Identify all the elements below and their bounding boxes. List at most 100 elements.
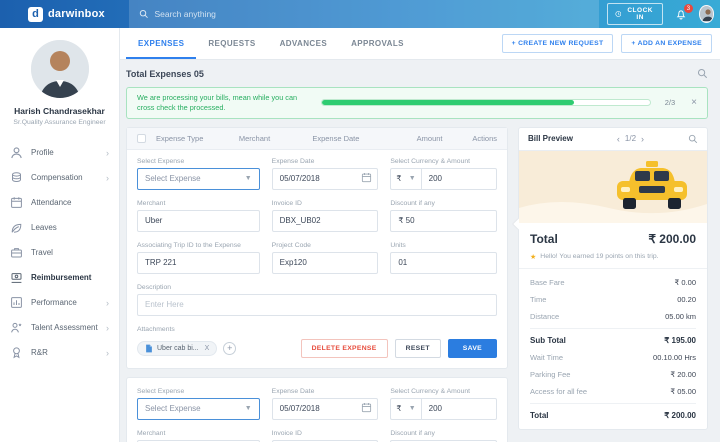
sidebar-item-compensation[interactable]: Compensation ›	[0, 165, 119, 190]
create-new-request-button[interactable]: + CREATE NEW REQUEST	[501, 34, 614, 53]
sidebar-menu: Profile › Compensation › Attendance Leaves…	[0, 140, 119, 365]
row-value: ₹ 0.00	[674, 277, 696, 287]
row-value: ₹ 20.00	[670, 369, 696, 379]
avatar-icon	[699, 6, 714, 22]
currency-select[interactable]: ₹ ▼	[390, 167, 421, 190]
discount-input[interactable]	[390, 209, 497, 232]
global-search[interactable]	[128, 0, 599, 28]
tab-approvals[interactable]: APPROVALS	[351, 39, 404, 48]
sidebar-item-reimbursement[interactable]: Reimbursement	[0, 265, 119, 290]
discount-input[interactable]	[390, 439, 497, 442]
row-label: Wait Time	[530, 352, 564, 362]
expense-date-input[interactable]	[271, 397, 379, 420]
attachments-field: Attachments	[137, 326, 497, 333]
trip-id-input[interactable]	[137, 251, 260, 274]
medal-icon	[13, 347, 20, 359]
delete-expense-button[interactable]: DELETE EXPENSE	[300, 338, 388, 358]
select-expense-dropdown[interactable]: Select Expense ▼	[137, 397, 260, 420]
user-avatar[interactable]	[698, 5, 715, 23]
reset-button[interactable]: RESET	[394, 338, 441, 358]
expense-date-input[interactable]	[271, 167, 379, 190]
sidebar: Harish Chandrasekhar Sr.Quality Assuranc…	[0, 28, 120, 442]
taxi-icon	[617, 160, 687, 209]
field-label: Select Expense	[137, 157, 185, 165]
row-label: Base Fare	[530, 277, 565, 287]
discount-field: Discount if any	[390, 200, 497, 232]
chevron-right-icon: ›	[106, 297, 109, 308]
sidebar-item-rr[interactable]: R&R ›	[0, 340, 119, 365]
user-name: Harish Chandrasekhar	[14, 106, 105, 116]
merchant-input[interactable]	[137, 439, 260, 442]
bill-row-parking-fee: Parking Fee ₹ 20.00	[530, 366, 696, 383]
calendar-picker-icon[interactable]	[361, 402, 372, 413]
processing-banner: We are processing your bills, mean while…	[126, 87, 708, 119]
progress-fill	[322, 100, 575, 106]
trip-id-field: Associating Trip ID to the Expense	[137, 242, 260, 274]
search-expenses-icon[interactable]	[697, 68, 708, 79]
field-label: Units	[390, 241, 406, 249]
amount-input[interactable]	[420, 167, 497, 190]
select-expense-dropdown[interactable]: Select Expense ▼	[137, 167, 260, 190]
user-icon	[11, 147, 22, 159]
invoice-input[interactable]	[271, 209, 379, 232]
app-launcher-icon[interactable]	[10, 8, 12, 21]
prev-page-icon[interactable]: ‹	[616, 133, 620, 144]
bill-line-items: Base Fare ₹ 0.00 Time 00.20 Distance 05.…	[519, 269, 707, 429]
top-bar: d darwinbox CLOCK IN 3	[0, 0, 720, 28]
row-value: 05.00 km	[665, 311, 696, 321]
menu-label: R&R	[31, 348, 48, 357]
expense-card-1: Expense Type Merchant Expense Date Amoun…	[126, 126, 508, 369]
calendar-picker-icon[interactable]	[361, 172, 372, 183]
bill-row-grand-total: Total ₹ 200.00	[530, 402, 696, 424]
row-label: Time	[530, 294, 547, 304]
menu-label: Travel	[31, 248, 53, 257]
menu-label: Performance	[31, 298, 77, 307]
save-button[interactable]: SAVE	[447, 338, 497, 358]
search-input[interactable]	[154, 9, 589, 19]
progress-count: 2/3	[664, 98, 676, 108]
next-page-icon[interactable]: ›	[641, 133, 645, 144]
select-value: Select Expense	[145, 404, 201, 414]
currency-select[interactable]: ₹ ▼	[390, 397, 421, 420]
tab-requests[interactable]: REQUESTS	[208, 39, 256, 48]
sidebar-item-performance[interactable]: Performance ›	[0, 290, 119, 315]
user-photo	[30, 40, 89, 98]
remove-attachment-icon[interactable]: X	[204, 344, 210, 352]
tab-expenses[interactable]: EXPENSES	[126, 28, 197, 59]
chevron-right-icon: ›	[106, 322, 109, 333]
bill-preview-title: Bill Preview	[528, 134, 573, 144]
chevron-down-icon: ▼	[408, 175, 416, 183]
clock-in-label: CLOCK IN	[627, 7, 653, 21]
notifications-button[interactable]: 3	[675, 4, 693, 20]
amount-input[interactable]	[420, 397, 497, 420]
sidebar-item-leaves[interactable]: Leaves	[0, 215, 119, 240]
field-label: Select Currency & Amount	[390, 157, 471, 165]
bill-row-time: Time 00.20	[530, 291, 696, 308]
star-icon: ★	[530, 253, 537, 261]
units-input[interactable]	[390, 251, 497, 274]
project-code-input[interactable]	[271, 251, 379, 274]
chevron-down-icon: ▼	[244, 175, 252, 183]
zoom-bill-icon[interactable]	[688, 134, 698, 144]
add-attachment-icon[interactable]: +	[223, 341, 237, 355]
sidebar-item-talent-assessment[interactable]: Talent Assessment ›	[0, 315, 119, 340]
merchant-input[interactable]	[137, 209, 260, 232]
clock-in-button[interactable]: CLOCK IN	[606, 3, 663, 25]
tab-advances[interactable]: ADVANCES	[279, 39, 328, 48]
add-an-expense-button[interactable]: + ADD AN EXPENSE	[621, 34, 712, 53]
attachment-chip[interactable]: Uber cab bi... X	[137, 340, 218, 356]
sidebar-item-profile[interactable]: Profile ›	[0, 140, 119, 165]
sidebar-user: Harish Chandrasekhar Sr.Quality Assuranc…	[0, 40, 119, 136]
close-icon[interactable]: ×	[691, 97, 697, 109]
description-input[interactable]	[137, 293, 497, 316]
sidebar-item-attendance[interactable]: Attendance	[0, 190, 119, 215]
sidebar-item-travel[interactable]: Travel	[0, 240, 119, 265]
invoice-input[interactable]	[271, 439, 379, 442]
select-all-checkbox[interactable]	[137, 133, 146, 143]
chevron-down-icon: ▼	[408, 405, 416, 413]
page-indicator: 1/2	[624, 134, 637, 144]
currency-symbol: ₹	[396, 174, 402, 184]
total-value: ₹ 200.00	[648, 231, 696, 246]
darwinbox-logo[interactable]: d darwinbox	[28, 6, 105, 22]
summary-row: Total Expenses 05	[120, 60, 720, 85]
